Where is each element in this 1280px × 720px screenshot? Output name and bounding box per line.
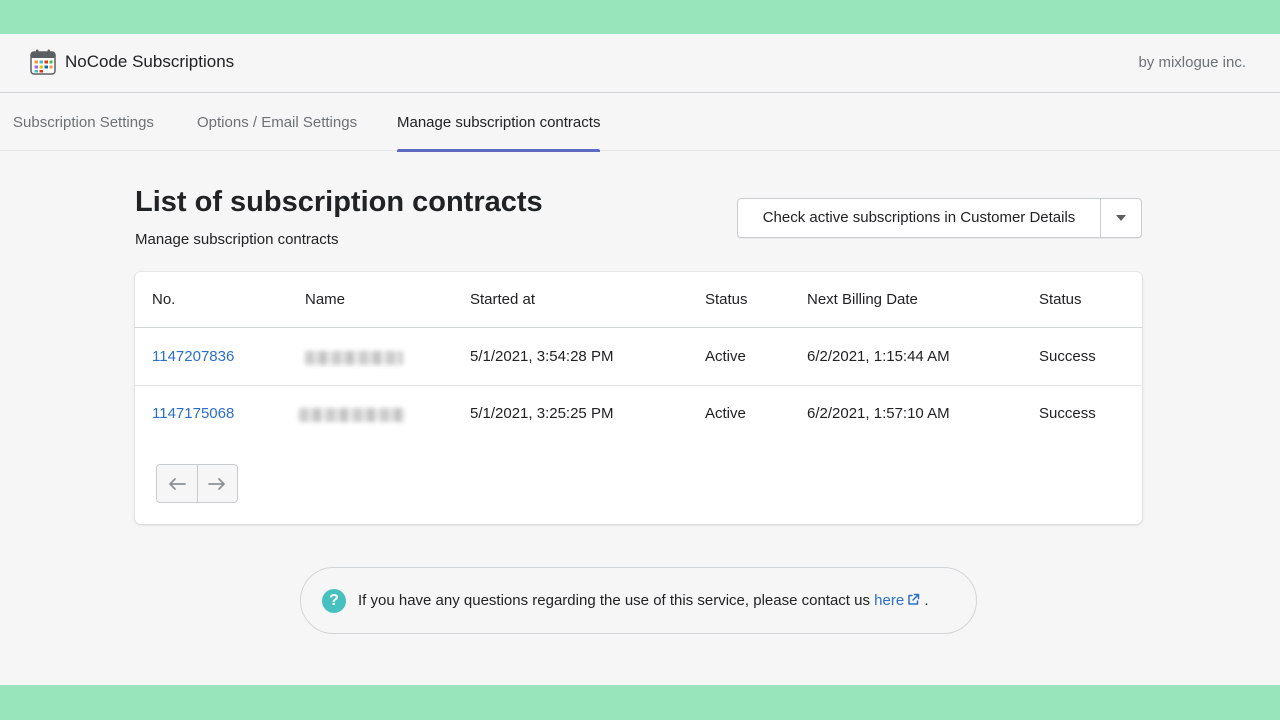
page-subtitle: Manage subscription contracts bbox=[135, 231, 339, 248]
column-header-status: Status bbox=[705, 291, 748, 308]
help-text: If you have any questions regarding the … bbox=[358, 592, 929, 609]
billing-status-cell: Success bbox=[1039, 405, 1096, 422]
status-cell: Active bbox=[705, 348, 746, 365]
help-message: If you have any questions regarding the … bbox=[358, 592, 870, 609]
contact-link-label: here bbox=[874, 592, 905, 609]
help-trailing: . bbox=[924, 592, 929, 609]
status-cell: Active bbox=[705, 405, 746, 422]
app-vendor: by mixlogue inc. bbox=[1138, 54, 1246, 71]
check-active-subscriptions-button[interactable]: Check active subscriptions in Customer D… bbox=[738, 199, 1101, 237]
caret-down-icon bbox=[1116, 215, 1126, 221]
page-title: List of subscription contracts bbox=[135, 186, 543, 218]
table-row-divider bbox=[135, 385, 1142, 386]
column-header-billing-status: Status bbox=[1039, 291, 1082, 308]
tab-subscription-settings[interactable]: Subscription Settings bbox=[13, 114, 154, 131]
calendar-icon bbox=[30, 49, 56, 75]
previous-page-button[interactable] bbox=[157, 465, 197, 502]
started-at-cell: 5/1/2021, 3:54:28 PM bbox=[470, 348, 614, 365]
help-footer: ? If you have any questions regarding th… bbox=[300, 567, 977, 634]
next-billing-date-cell: 6/2/2021, 1:57:10 AM bbox=[807, 405, 950, 422]
table-header-divider bbox=[135, 327, 1142, 328]
top-accent-band bbox=[0, 0, 1280, 34]
billing-status-cell: Success bbox=[1039, 348, 1096, 365]
arrow-left-icon bbox=[168, 477, 186, 490]
started-at-cell: 5/1/2021, 3:25:25 PM bbox=[470, 405, 614, 422]
arrow-right-icon bbox=[208, 477, 226, 490]
question-circle-icon: ? bbox=[322, 589, 346, 613]
bottom-accent-band bbox=[0, 685, 1280, 720]
next-page-button[interactable] bbox=[196, 465, 238, 502]
app-header: NoCode Subscriptions by mixlogue inc. bbox=[0, 34, 1280, 93]
tab-manage-subscription-contracts[interactable]: Manage subscription contracts bbox=[397, 94, 601, 152]
tab-bar: Subscription Settings Options / Email Se… bbox=[0, 94, 1280, 152]
customer-name-redacted bbox=[299, 408, 405, 422]
contract-number-link[interactable]: 1147207836 bbox=[152, 348, 235, 365]
column-header-name: Name bbox=[305, 291, 346, 308]
next-billing-date-cell: 6/2/2021, 1:15:44 AM bbox=[807, 348, 950, 365]
column-header-no: No. bbox=[152, 291, 176, 308]
customer-name-redacted bbox=[305, 351, 403, 365]
pagination bbox=[156, 464, 238, 503]
column-header-started-at: Started at bbox=[470, 291, 536, 308]
more-actions-button[interactable] bbox=[1101, 199, 1141, 237]
contact-here-link[interactable]: here bbox=[874, 592, 920, 609]
app-title: NoCode Subscriptions bbox=[65, 52, 235, 71]
tab-options-email-settings[interactable]: Options / Email Settings bbox=[197, 114, 358, 131]
contract-number-link[interactable]: 1147175068 bbox=[152, 405, 235, 422]
column-header-next-billing-date: Next Billing Date bbox=[807, 291, 918, 308]
external-link-icon bbox=[908, 593, 920, 605]
customer-details-button-group: Check active subscriptions in Customer D… bbox=[737, 198, 1142, 238]
contracts-table-card: No. Name Started at Status Next Billing … bbox=[135, 272, 1142, 524]
